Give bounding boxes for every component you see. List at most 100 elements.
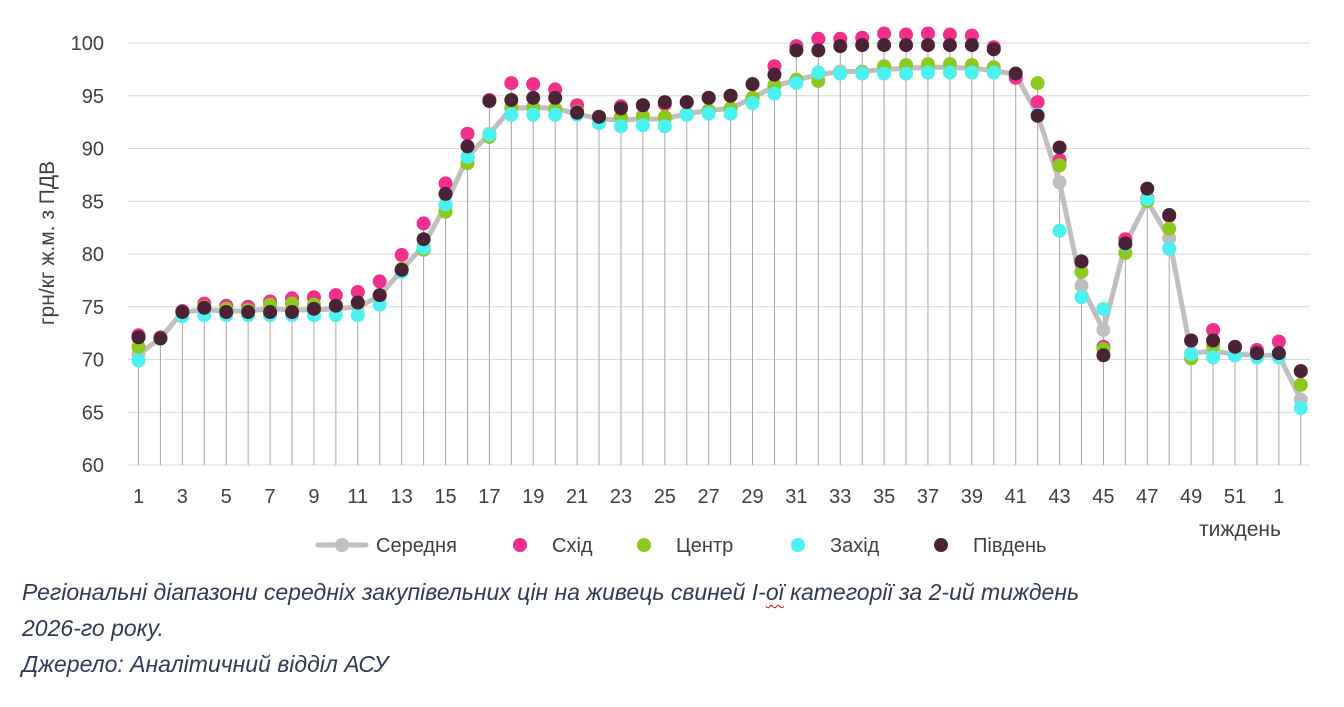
- data-point: [1140, 181, 1155, 196]
- y-tick-label: 85: [82, 191, 104, 213]
- legend-marker-swatch: [335, 538, 349, 552]
- x-axis-ticks: 1 3 5 7 9 11 13 15 17 19 21 23 25 27 29 31 33 35 37 39 41 43 4…: [133, 486, 1284, 508]
- data-point: [657, 95, 672, 110]
- data-point: [899, 66, 914, 81]
- spellcheck-word: ої: [765, 579, 784, 605]
- data-point: [1293, 377, 1308, 392]
- x-tick-label: 21: [566, 486, 588, 508]
- data-point: [1271, 346, 1286, 361]
- x-tick-label: 51: [1224, 486, 1246, 508]
- data-point: [899, 38, 914, 53]
- data-point: [1249, 346, 1264, 361]
- legend-label: Південь: [973, 535, 1046, 557]
- data-point: [460, 149, 475, 164]
- data-point: [570, 105, 585, 120]
- caption-title-line-1: Регіональні діапазони середніх закупівел…: [22, 574, 1322, 610]
- x-tick-label: 33: [829, 486, 851, 508]
- data-point: [855, 38, 870, 53]
- data-point: [526, 107, 541, 122]
- y-tick-label: 70: [82, 350, 104, 372]
- x-tick-label: 5: [221, 486, 232, 508]
- data-point: [394, 262, 409, 277]
- data-point: [526, 90, 541, 105]
- data-point: [1030, 108, 1045, 123]
- data-point: [723, 106, 738, 121]
- x-tick-label: 39: [961, 486, 983, 508]
- data-point: [942, 65, 957, 80]
- legend-marker-swatch: [637, 538, 651, 552]
- x-tick-label: 23: [610, 486, 632, 508]
- data-point: [1074, 254, 1089, 269]
- data-point: [942, 38, 957, 53]
- legend-label: Схід: [552, 535, 593, 557]
- data-point: [504, 92, 519, 107]
- x-tick-label: 45: [1092, 486, 1114, 508]
- data-point: [613, 119, 628, 134]
- data-point: [899, 27, 914, 42]
- x-tick-label: 25: [654, 486, 676, 508]
- x-tick-label: 1: [133, 486, 144, 508]
- data-point: [372, 274, 387, 289]
- data-point: [657, 119, 672, 134]
- data-point: [1162, 241, 1177, 256]
- data-point: [416, 216, 431, 231]
- data-point: [789, 43, 804, 58]
- data-point: [1008, 66, 1023, 81]
- data-point: [767, 67, 782, 82]
- data-point: [942, 27, 957, 42]
- data-point: [263, 305, 278, 320]
- data-point: [592, 109, 607, 124]
- x-tick-label: 47: [1136, 486, 1158, 508]
- data-point: [482, 127, 497, 142]
- legend-label: Центр: [676, 535, 733, 557]
- data-point: [1228, 339, 1242, 354]
- data-point: [986, 42, 1001, 57]
- data-point: [964, 65, 979, 80]
- data-point: [438, 176, 453, 191]
- x-tick-label: 29: [741, 486, 763, 508]
- data-point: [1074, 278, 1089, 293]
- data-point: [482, 94, 497, 109]
- x-tick-label: 35: [873, 486, 895, 508]
- caption-source: Джерело: Аналітичний відділ АСУ: [22, 651, 389, 677]
- data-point: [701, 90, 716, 105]
- legend-marker-swatch: [791, 538, 805, 552]
- data-point: [811, 31, 826, 46]
- x-tick-label: 43: [1048, 486, 1070, 508]
- data-point: [548, 107, 563, 122]
- x-tick-label: 13: [391, 486, 413, 508]
- x-tick-label: 49: [1180, 486, 1202, 508]
- data-point: [613, 101, 628, 116]
- legend-label: Середня: [376, 535, 457, 557]
- x-tick-label: 41: [1005, 486, 1027, 508]
- data-point: [1184, 347, 1199, 362]
- data-point: [241, 305, 256, 320]
- chart-caption: Регіональні діапазони середніх закупівел…: [22, 574, 1322, 682]
- data-point: [350, 308, 365, 323]
- data-point: [1096, 348, 1111, 363]
- data-point: [1184, 333, 1199, 348]
- data-point: [438, 197, 453, 212]
- data-point: [1052, 223, 1067, 238]
- data-series: [131, 26, 1308, 416]
- data-point: [1074, 290, 1089, 305]
- x-tick-label: 31: [785, 486, 807, 508]
- data-point: [635, 98, 650, 113]
- y-axis-ticks: 60 65 70 75 80 85 90 95 100: [71, 33, 104, 477]
- x-tick-label: 15: [434, 486, 456, 508]
- data-point: [460, 139, 475, 154]
- data-point: [306, 301, 321, 316]
- x-tick-label: 37: [917, 486, 939, 508]
- grid-lines: [128, 42, 1310, 466]
- data-point: [372, 288, 387, 303]
- y-tick-label: 75: [82, 297, 104, 319]
- x-tick-label: 11: [347, 486, 368, 508]
- data-point: [920, 38, 935, 53]
- data-point: [833, 66, 848, 81]
- data-point: [350, 295, 365, 310]
- x-axis-title: тиждень: [1199, 518, 1281, 541]
- data-point: [526, 77, 541, 92]
- data-point: [920, 65, 935, 80]
- data-point: [679, 107, 694, 122]
- drop-lines: [138, 33, 1302, 465]
